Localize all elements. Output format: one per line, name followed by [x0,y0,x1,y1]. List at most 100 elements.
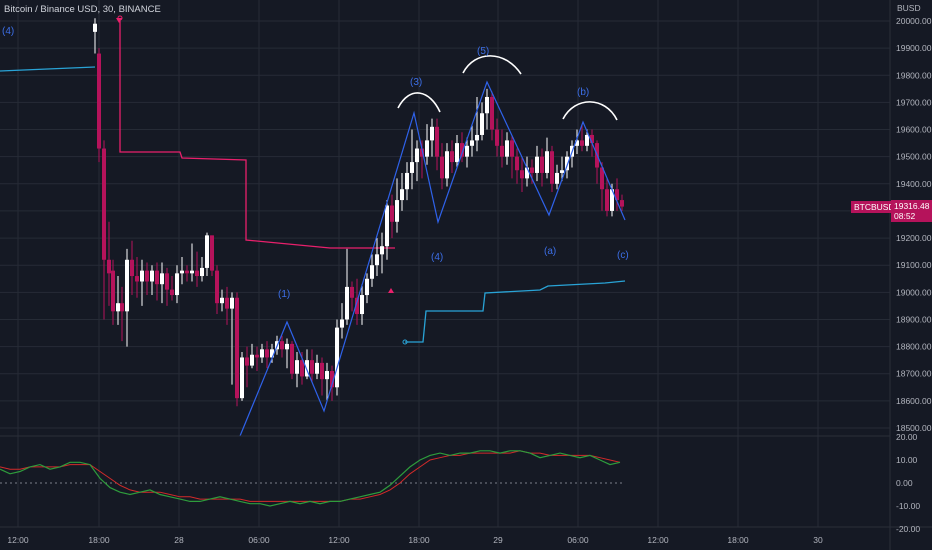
bar-countdown: 08:52 [894,211,916,221]
indicator-tick-label: 0.00 [896,478,913,488]
candle-body [425,140,429,157]
price-tick-label: 20000.00 [896,16,932,26]
candle-body [565,156,569,171]
candle-body [220,297,224,304]
time-tick-label: 30 [813,535,823,545]
candle-body [400,189,404,201]
candle-body [540,156,544,173]
candlesticks[interactable] [93,18,624,407]
price-tick-label: 18900.00 [896,314,932,324]
arc-wave-5 [462,55,522,75]
candle-body [510,140,514,157]
candle-body [370,265,374,279]
last-price-tag: BTCBUSD 19316.48 08:52 [851,200,932,222]
candle-body [300,360,304,377]
candle-body [520,170,524,179]
candle-body [465,145,469,157]
candle-body [405,172,409,190]
candle-body [310,360,314,374]
time-tick-label: 29 [493,535,503,545]
candle-body [270,349,274,358]
candle-body [385,205,389,247]
candle-body [335,327,339,388]
time-tick-label: 12:00 [647,535,669,545]
price-tick-label: 19800.00 [896,70,932,80]
candle-body [170,289,174,296]
candle-body [215,270,219,304]
arc-wave-3 [397,92,441,113]
candle-body [295,360,299,374]
price-tick-label: 18600.00 [896,396,932,406]
price-tick-label: 19100.00 [896,260,932,270]
wave-zigzag [239,80,626,437]
candle-body [375,254,379,266]
arc-wave-b [562,101,618,121]
wave-label-3: (3) [410,77,422,88]
elliott-wave-lines [239,80,626,437]
candle-body [615,189,619,201]
time-tick-label: 12:00 [328,535,350,545]
trail-line-blue [405,280,626,343]
candle-body [180,270,184,274]
candle-body [365,278,369,296]
wave-label-a: (a) [544,246,556,257]
time-axis[interactable]: 12:00 18:00 28 06:00 12:00 18:00 29 06:00 12:00 1… [7,535,823,545]
price-badge [891,200,932,222]
candle-body [125,259,129,312]
wave-label-1: (1) [278,289,290,300]
time-tick-label: 06:00 [248,535,270,545]
candle-body [470,140,474,146]
candle-body [505,140,509,157]
candle-body [150,270,154,282]
candle-body [225,297,229,309]
candle-body [485,96,489,114]
candle-body [290,343,294,374]
candle-body [450,151,454,163]
candle-body [445,151,449,179]
candle-body [320,362,324,380]
candle-body [600,167,604,190]
candle-body [205,235,209,268]
symbol-badge [851,201,894,213]
candle-body [260,349,264,358]
candle-body [325,371,329,380]
candle-body [195,270,199,277]
candle-body [230,297,234,309]
wave-label-4-left: (4) [2,26,14,37]
price-tick-label: 18700.00 [896,369,932,379]
indicator-axis[interactable]: 20.00 10.00 0.00 -10.00 -20.00 [896,432,920,534]
time-tick-label: 18:00 [408,535,430,545]
candle-body [435,126,439,157]
line-start-marker [117,15,123,21]
candle-body [245,357,249,366]
price-tick-label: 19200.00 [896,233,932,243]
wave-labels: (4) (1) (3) (4) (5) (b) (a) (c) [2,26,629,300]
candle-body [500,145,504,157]
candle-body [305,360,309,377]
candle-body [580,140,584,146]
indicator-tick-label: 10.00 [896,455,918,465]
candle-body [330,371,334,388]
candle-body [160,273,164,285]
candle-body [175,273,179,296]
candle-body [355,297,359,315]
candle-body [610,189,614,211]
wave-label-5: (5) [477,46,489,57]
candle-body [515,156,519,171]
indicator-lines [0,18,626,343]
candle-body [345,286,349,320]
trail-line-blue-left [0,66,96,72]
candle-body [555,172,559,184]
time-tick-label: 28 [174,535,184,545]
candle-body [430,126,434,141]
candle-body [165,273,169,290]
price-tick-label: 19000.00 [896,287,932,297]
indicator-tick-label: -20.00 [896,524,920,534]
candle-body [340,319,344,328]
hand-drawn-arcs [397,55,618,121]
time-tick-label: 12:00 [7,535,29,545]
candle-body [410,162,414,173]
candle-body [480,113,484,135]
